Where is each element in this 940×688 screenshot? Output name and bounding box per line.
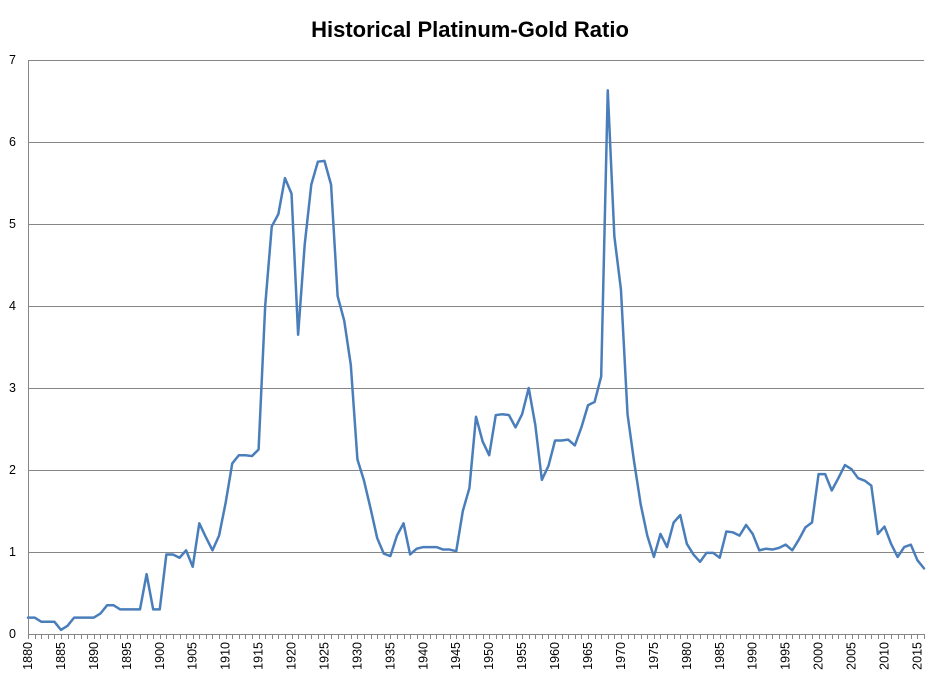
y-tick-label: 0 xyxy=(9,627,16,641)
x-tick-label: 1925 xyxy=(317,642,331,670)
axes xyxy=(28,60,925,639)
x-tick-label: 1935 xyxy=(383,642,397,670)
x-tick-label: 2000 xyxy=(812,642,826,670)
y-tick-label: 1 xyxy=(9,545,16,559)
x-tick-label: 1950 xyxy=(482,642,496,670)
x-tick-label: 1920 xyxy=(285,642,299,670)
y-tick-label: 7 xyxy=(9,53,16,67)
x-tick-label: 1905 xyxy=(186,642,200,670)
x-tick-label: 1995 xyxy=(779,642,793,670)
y-tick-labels: 0 1 2 3 4 5 6 7 xyxy=(9,53,16,641)
y-tick-label: 3 xyxy=(9,381,16,395)
plot-area xyxy=(28,60,924,634)
x-tick-label: 1930 xyxy=(350,642,364,670)
x-tick-label: 1990 xyxy=(746,642,760,670)
x-tick-label: 1910 xyxy=(219,642,233,670)
x-tick-label: 1975 xyxy=(647,642,661,670)
x-tick-label: 1945 xyxy=(449,642,463,670)
x-tick-label: 1885 xyxy=(54,642,68,670)
x-tick-label: 2010 xyxy=(877,642,891,670)
chart-title: Historical Platinum-Gold Ratio xyxy=(311,17,629,42)
x-tick-label: 1890 xyxy=(87,642,101,670)
x-tick-label: 1940 xyxy=(416,642,430,670)
gridlines xyxy=(28,60,924,553)
x-tick-label: 1880 xyxy=(21,642,35,670)
series-line xyxy=(26,89,926,632)
x-tick-label: 1900 xyxy=(153,642,167,670)
x-tick-label: 1980 xyxy=(680,642,694,670)
y-tick-label: 5 xyxy=(9,217,16,231)
x-tick-label: 1985 xyxy=(713,642,727,670)
x-tick-label: 1915 xyxy=(252,642,266,670)
x-tick-label: 1970 xyxy=(614,642,628,670)
x-tick-labels: 1880 1885 1890 1895 1900 1905 1910 1915 1920 1925… xyxy=(21,642,924,670)
series-layer xyxy=(26,89,926,632)
x-tick-label: 2005 xyxy=(845,642,859,670)
y-tick-label: 2 xyxy=(9,463,16,477)
x-tick-label: 1960 xyxy=(548,642,562,670)
x-tick-label: 1965 xyxy=(581,642,595,670)
y-tick-label: 4 xyxy=(9,299,16,313)
y-tick-label: 6 xyxy=(9,135,16,149)
x-tick-label: 1895 xyxy=(120,642,134,670)
x-tick-label: 2015 xyxy=(910,642,924,670)
x-tick-label: 1955 xyxy=(515,642,529,670)
